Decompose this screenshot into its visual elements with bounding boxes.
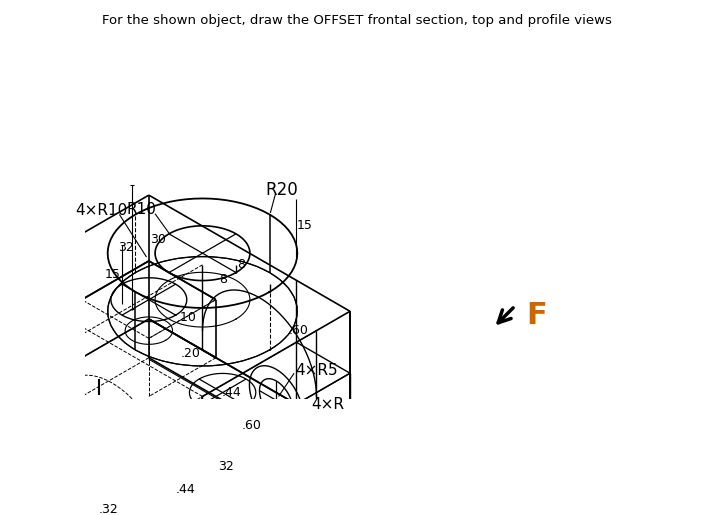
Text: .60: .60 [289,324,308,337]
Text: .10: .10 [176,311,196,323]
Text: 15: 15 [105,268,121,281]
Text: 30: 30 [150,233,166,246]
Text: 8: 8 [220,272,228,286]
Text: F: F [527,301,547,331]
Text: .44: .44 [222,386,241,399]
Text: 32: 32 [218,460,234,473]
Text: .32: .32 [99,503,118,515]
Text: .60: .60 [242,419,261,432]
Text: .44: .44 [176,483,195,496]
Text: 32: 32 [118,241,134,254]
Text: R10: R10 [127,201,156,217]
Text: R20: R20 [266,181,298,199]
Text: 4×R10: 4×R10 [76,203,127,218]
Text: 8: 8 [237,258,245,271]
Text: 15: 15 [297,219,312,232]
Text: For the shown object, draw the OFFSET frontal section, top and profile views: For the shown object, draw the OFFSET fr… [102,14,612,27]
Text: .20: .20 [181,347,201,360]
Text: 4×R5: 4×R5 [296,364,338,379]
Text: 4×R: 4×R [311,397,344,411]
